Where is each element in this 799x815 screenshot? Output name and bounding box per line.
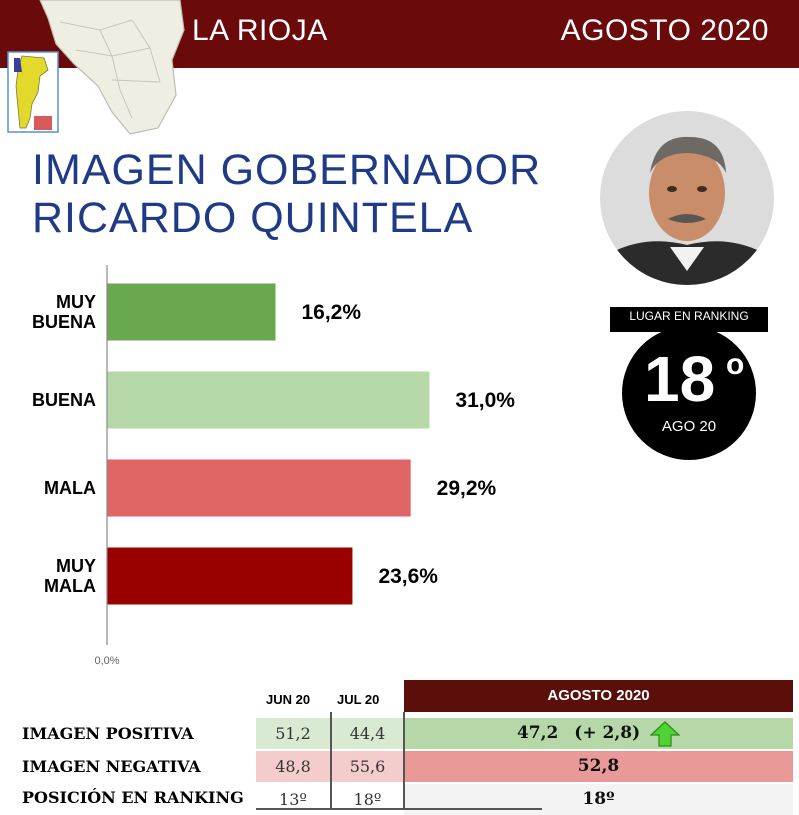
row-label-positive: IMAGEN POSITIVA <box>22 724 194 743</box>
bar-3 <box>107 547 353 605</box>
table-divider-2 <box>403 712 405 810</box>
cell-negative-jul: 55,6 <box>331 751 404 782</box>
value-label-0: 16,2% <box>301 301 361 324</box>
ranking-period: AGO 20 <box>661 418 717 435</box>
row-label-negative: IMAGEN NEGATIVA <box>22 757 201 776</box>
table-divider-1 <box>330 712 332 810</box>
province-map <box>7 0 185 135</box>
value-label-3: 23,6% <box>378 565 438 588</box>
category-label-0-0: MUY <box>56 292 96 312</box>
table-bottom-rule <box>256 808 542 810</box>
category-label-1-0: BUENA <box>32 390 96 410</box>
argentina-map-icon <box>7 51 59 133</box>
cell-negative-jun: 48,8 <box>256 751 330 782</box>
title-line-2: RICARDO QUINTELA <box>32 194 474 242</box>
bar-2 <box>107 459 411 517</box>
cell-ranking-aug: 18º <box>404 784 793 815</box>
region-label: LA RIOJA <box>192 14 328 47</box>
cell-ranking-jul: 18º <box>331 784 404 815</box>
cell-positive-jun: 51,2 <box>256 718 330 749</box>
value-label-1: 31,0% <box>455 389 515 412</box>
col-header-jun: JUN 20 <box>266 692 311 707</box>
positive-aug-value: 47,2 <box>516 723 559 743</box>
ranking-ordinal: o <box>726 348 745 381</box>
positive-aug-change: (+ 2,8) <box>574 723 641 743</box>
category-label-3-1: MALA <box>44 576 96 596</box>
bar-chart: 16,2%MUYBUENA31,0%BUENA29,2%MALA23,6%MUY… <box>32 265 515 667</box>
axis-tick-zero: 0,0% <box>94 655 119 667</box>
category-label-0-1: BUENA <box>32 312 96 332</box>
ranking-badge: 18 o AGO 20 <box>622 326 756 460</box>
cell-ranking-jun: 13º <box>256 784 330 815</box>
ranking-label: LUGAR EN RANKING <box>610 307 768 332</box>
cell-negative-aug: 52,8 <box>404 751 793 782</box>
row-label-ranking: POSICIÓN EN RANKING <box>22 788 244 807</box>
category-label-3-0: MUY <box>56 556 96 576</box>
ranking-number: 18 <box>644 343 716 415</box>
category-label-2-0: MALA <box>44 478 96 498</box>
title-line-1: IMAGEN GOBERNADOR <box>32 146 542 194</box>
bar-0 <box>107 283 276 341</box>
up-arrow-icon <box>649 720 681 747</box>
value-label-2: 29,2% <box>437 477 497 500</box>
cell-positive-jul: 44,4 <box>331 718 404 749</box>
governor-photo <box>600 111 774 285</box>
bar-1 <box>107 371 430 429</box>
col-header-aug: AGOSTO 2020 <box>404 680 793 712</box>
page-title: IMAGEN GOBERNADOR RICARDO QUINTELA <box>32 146 541 242</box>
cell-positive-aug: 47,2 (+ 2,8) <box>404 718 793 749</box>
col-header-jul: JUL 20 <box>337 692 380 707</box>
date-label: AGOSTO 2020 <box>560 14 769 47</box>
